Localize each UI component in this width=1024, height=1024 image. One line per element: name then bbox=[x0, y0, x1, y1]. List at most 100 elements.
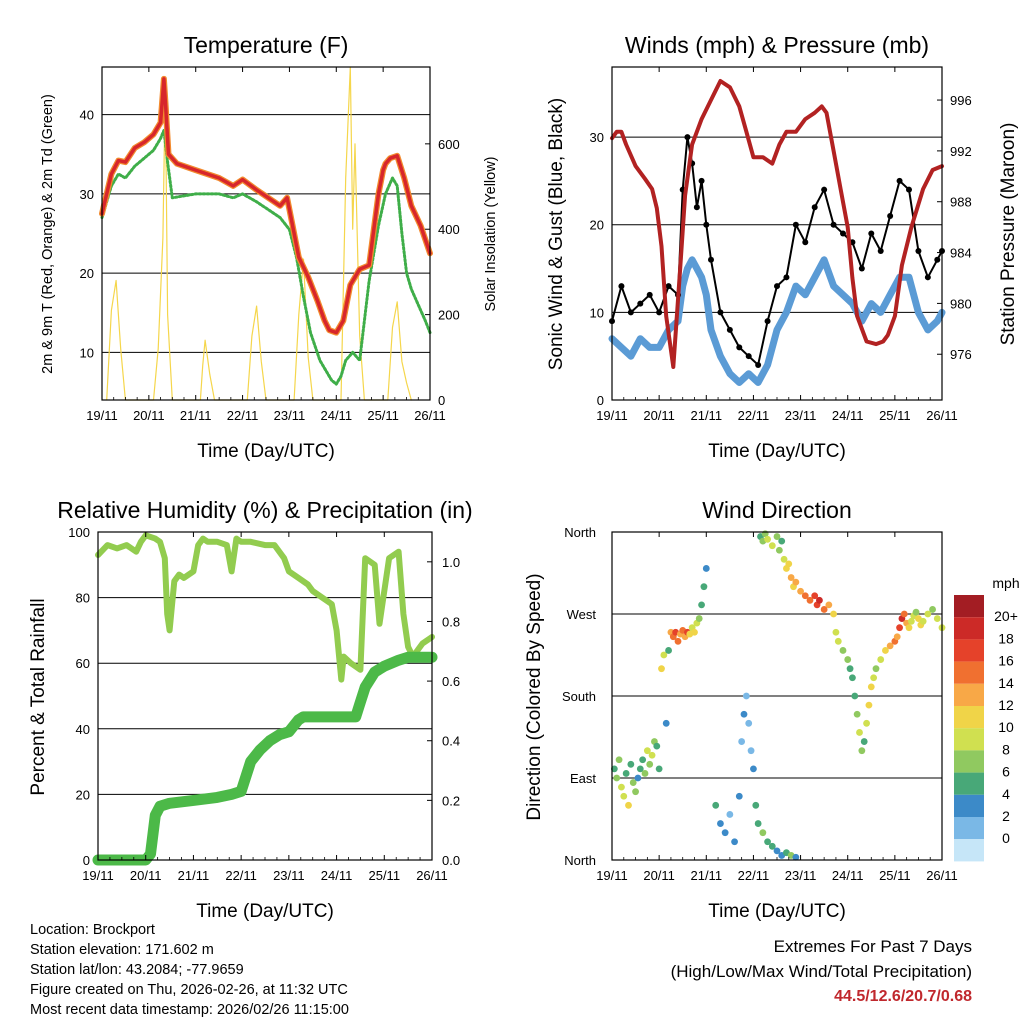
direction-point bbox=[721, 829, 729, 837]
direction-point bbox=[860, 738, 868, 745]
direction-point bbox=[622, 770, 630, 777]
x-tick-label: 24/11 bbox=[832, 868, 864, 883]
series-wind-speed bbox=[608, 256, 946, 386]
direction-point bbox=[754, 820, 762, 827]
direction-point bbox=[811, 592, 819, 600]
direction-point bbox=[662, 719, 670, 727]
direction-point bbox=[832, 628, 840, 636]
series-relative-humidity bbox=[95, 532, 435, 683]
direction-point bbox=[674, 637, 682, 645]
colorbar-label: 18 bbox=[998, 630, 1014, 646]
colorbar-swatch bbox=[954, 617, 984, 640]
direction-point bbox=[646, 760, 654, 768]
x-tick-label: 24/11 bbox=[321, 868, 353, 883]
colorbar-label: 0 bbox=[1002, 830, 1010, 846]
direction-point bbox=[801, 592, 809, 600]
x-axis-label: Time (Day/UTC) bbox=[708, 901, 846, 922]
x-tick-label: 19/11 bbox=[82, 868, 114, 883]
direction-point bbox=[712, 801, 720, 809]
direction-point bbox=[773, 847, 781, 855]
y2-tick-label: 0.2 bbox=[442, 793, 460, 808]
x-tick-label: 20/11 bbox=[643, 868, 675, 883]
direction-point bbox=[844, 656, 852, 663]
direction-point bbox=[764, 838, 771, 846]
direction-point bbox=[825, 601, 833, 609]
direction-point bbox=[717, 820, 724, 827]
colorbar-swatch bbox=[954, 639, 984, 662]
x-tick-label: 25/11 bbox=[367, 408, 399, 423]
colorbar-label: 20+ bbox=[994, 608, 1018, 624]
x-tick-label: 25/11 bbox=[879, 408, 911, 423]
info-recent: Most recent data timestamp: 2026/02/26 1… bbox=[30, 1002, 349, 1018]
y-tick-label: 20 bbox=[590, 218, 604, 233]
direction-point bbox=[665, 647, 672, 654]
plot-frame bbox=[97, 531, 433, 861]
direction-point bbox=[849, 674, 856, 682]
x-tick-label: 19/11 bbox=[86, 408, 118, 423]
y-tick-label: East bbox=[570, 771, 596, 786]
direction-point bbox=[702, 565, 710, 572]
extremes-box: Extremes For Past 7 Days (High/Low/Max W… bbox=[671, 934, 972, 1009]
series-solar-insolation bbox=[106, 66, 412, 401]
colorbar-swatch bbox=[954, 683, 984, 706]
x-axis-label: Time (Day/UTC) bbox=[196, 901, 334, 922]
direction-point bbox=[648, 751, 656, 759]
colorbar-swatch bbox=[954, 706, 984, 729]
y2-axis-label: Station Pressure (Maroon) bbox=[998, 123, 1019, 346]
x-tick-label: 25/11 bbox=[879, 868, 911, 883]
chart-title: Relative Humidity (%) & Precipitation (i… bbox=[57, 497, 472, 523]
humidity-chart: 0 20 40 60 80 100 0.0 0.2 0.4 0.6 0.8 1.0 19/11 20/11… bbox=[28, 497, 473, 922]
y2-tick-label: 976 bbox=[950, 347, 972, 362]
direction-point bbox=[639, 756, 647, 764]
direction-point bbox=[768, 842, 776, 850]
x-tick-label: 23/11 bbox=[274, 408, 306, 423]
y-tick-label: 40 bbox=[76, 722, 90, 737]
colorbar-label: 2 bbox=[1002, 808, 1010, 824]
direction-point bbox=[792, 853, 800, 861]
extremes-values: 44.5/12.6/20.7/0.68 bbox=[834, 988, 972, 1005]
y-tick-label: West bbox=[567, 607, 597, 622]
colorbar-swatch bbox=[954, 839, 984, 862]
y2-tick-label: 200 bbox=[438, 308, 460, 323]
direction-point bbox=[886, 642, 894, 650]
direction-point bbox=[658, 665, 665, 673]
direction-point bbox=[750, 765, 757, 773]
series-station-pressure bbox=[610, 79, 944, 369]
colorbar-label: 6 bbox=[1002, 764, 1010, 780]
direction-point bbox=[780, 555, 788, 563]
x-tick-label: 26/11 bbox=[414, 408, 446, 423]
direction-point bbox=[740, 710, 748, 718]
x-tick-label: 23/11 bbox=[785, 408, 817, 423]
extremes-subtitle: (High/Low/Max Wind/Total Precipitation) bbox=[670, 962, 972, 981]
direction-point bbox=[778, 537, 786, 545]
direction-point bbox=[856, 729, 863, 736]
direction-point bbox=[629, 779, 637, 786]
direction-point bbox=[851, 692, 859, 700]
direction-point bbox=[634, 774, 642, 782]
y-axis-label: Percent & Total Rainfall bbox=[28, 598, 49, 795]
direction-point bbox=[655, 765, 663, 773]
y2-tick-label: 988 bbox=[950, 195, 972, 210]
colorbar-label: 4 bbox=[1002, 786, 1010, 802]
direction-point bbox=[853, 710, 861, 718]
direction-point bbox=[858, 747, 866, 755]
y-tick-label: 10 bbox=[80, 345, 94, 360]
y-tick-label: 60 bbox=[76, 656, 90, 671]
y-tick-label: North bbox=[564, 525, 596, 540]
direction-point bbox=[660, 651, 668, 659]
direction-point bbox=[615, 756, 623, 764]
x-tick-label: 22/11 bbox=[227, 408, 259, 423]
y-tick-label: 100 bbox=[68, 525, 90, 540]
x-tick-label: 21/11 bbox=[690, 408, 722, 423]
y-tick-label: North bbox=[564, 853, 596, 868]
series-9m-temperature bbox=[99, 75, 433, 336]
direction-point bbox=[752, 801, 760, 809]
colorbar-title: mph bbox=[992, 575, 1019, 591]
colorbar-swatch bbox=[954, 794, 984, 817]
y-tick-label: 80 bbox=[76, 591, 90, 606]
x-tick-label: 22/11 bbox=[738, 408, 770, 423]
y2-axis-label: Solar Insolation (Yellow) bbox=[483, 156, 499, 311]
x-tick-label: 20/11 bbox=[643, 408, 675, 423]
